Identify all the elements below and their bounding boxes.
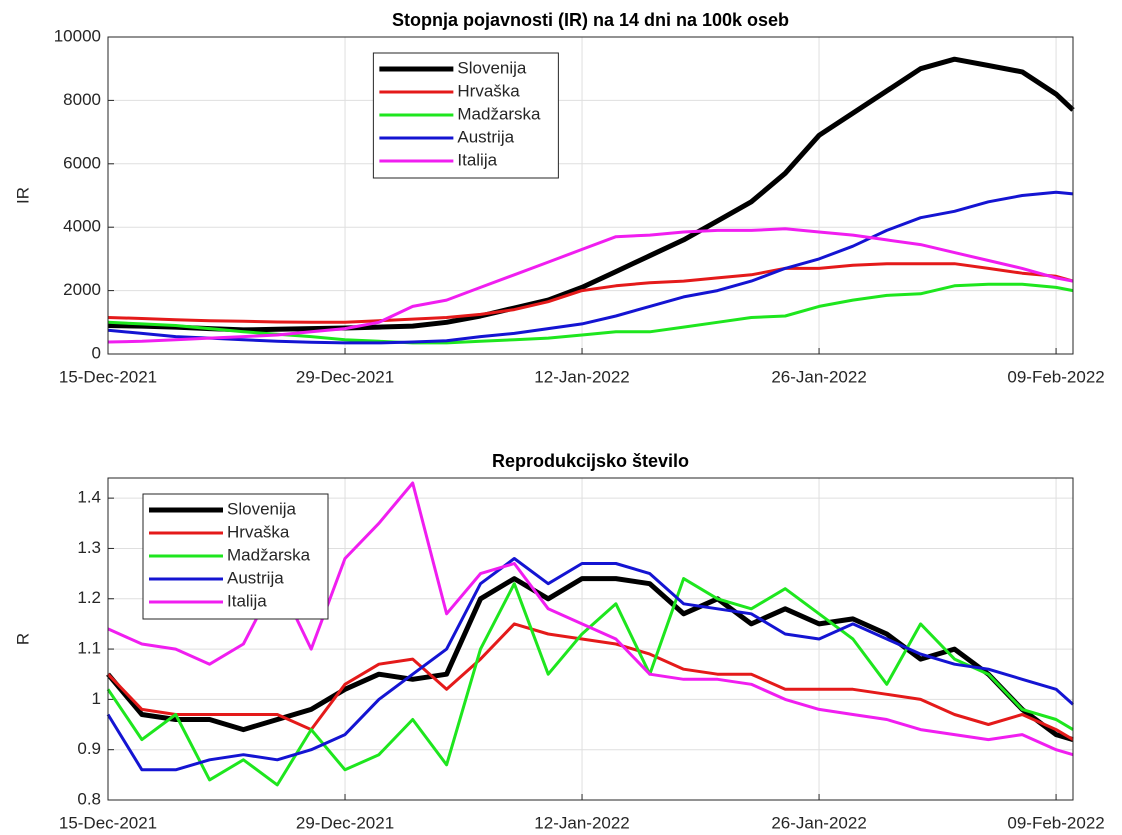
y-tick-label: 1.3 <box>77 538 101 557</box>
series-line <box>106 622 1074 741</box>
series-line <box>107 56 1075 333</box>
legend: Slovenija Hrvaška Madžarska Austrija Italija <box>142 493 329 620</box>
y-tick-label: 0.8 <box>77 789 101 808</box>
legend-label: Hrvaška <box>227 522 290 541</box>
y-tick-label: 1.1 <box>77 639 101 658</box>
axes-box <box>107 36 1074 355</box>
y-tick-label: 10000 <box>54 26 101 45</box>
y-tick-label: 0 <box>92 343 101 362</box>
series-line <box>107 262 1074 324</box>
y-axis-label: IR <box>13 187 32 204</box>
series-line <box>106 577 1074 787</box>
series-line <box>106 576 1074 742</box>
y-tick-label: 1 <box>92 689 101 708</box>
x-tick-label: 09-Feb-2022 <box>1007 813 1104 832</box>
series-line <box>107 190 1074 345</box>
legend-label: Slovenija <box>457 58 527 77</box>
chart-title: Stopnja pojavnosti (IR) na 14 dni na 100… <box>392 10 789 30</box>
legend-label: Madžarska <box>457 104 541 123</box>
y-tick-label: 0.9 <box>77 739 101 758</box>
y-tick-label: 8000 <box>63 90 101 109</box>
plot-area <box>108 37 1073 354</box>
x-tick-label: 09-Feb-2022 <box>1007 367 1104 386</box>
axes-box <box>107 477 1074 801</box>
x-tick-label: 12-Jan-2022 <box>534 367 629 386</box>
y-tick-label: 1.4 <box>77 488 101 507</box>
x-tick-label: 15-Dec-2021 <box>59 367 157 386</box>
y-tick-label: 1.2 <box>77 588 101 607</box>
series-line <box>107 227 1074 344</box>
y-tick-label: 4000 <box>63 217 101 236</box>
y-tick-label: 6000 <box>63 153 101 172</box>
x-tick-label: 29-Dec-2021 <box>296 367 394 386</box>
y-tick-label: 2000 <box>63 280 101 299</box>
legend-label: Hrvaška <box>457 81 520 100</box>
legend-label: Madžarska <box>227 545 311 564</box>
chart-title: Reprodukcijsko število <box>492 451 689 471</box>
legend-label: Austrija <box>227 568 284 587</box>
y-axis-label: R <box>13 633 32 645</box>
legend-label: Italija <box>227 591 267 610</box>
x-tick-label: 29-Dec-2021 <box>296 813 394 832</box>
x-tick-label: 26-Jan-2022 <box>771 367 866 386</box>
legend: Slovenija Hrvaška Madžarska Austrija Italija <box>372 52 559 179</box>
series-line <box>106 557 1074 772</box>
x-tick-label: 26-Jan-2022 <box>771 813 866 832</box>
x-tick-label: 15-Dec-2021 <box>59 813 157 832</box>
x-tick-label: 12-Jan-2022 <box>534 813 629 832</box>
legend-label: Austrija <box>457 127 514 146</box>
legend-label: Italija <box>457 150 497 169</box>
legend-label: Slovenija <box>227 499 297 518</box>
